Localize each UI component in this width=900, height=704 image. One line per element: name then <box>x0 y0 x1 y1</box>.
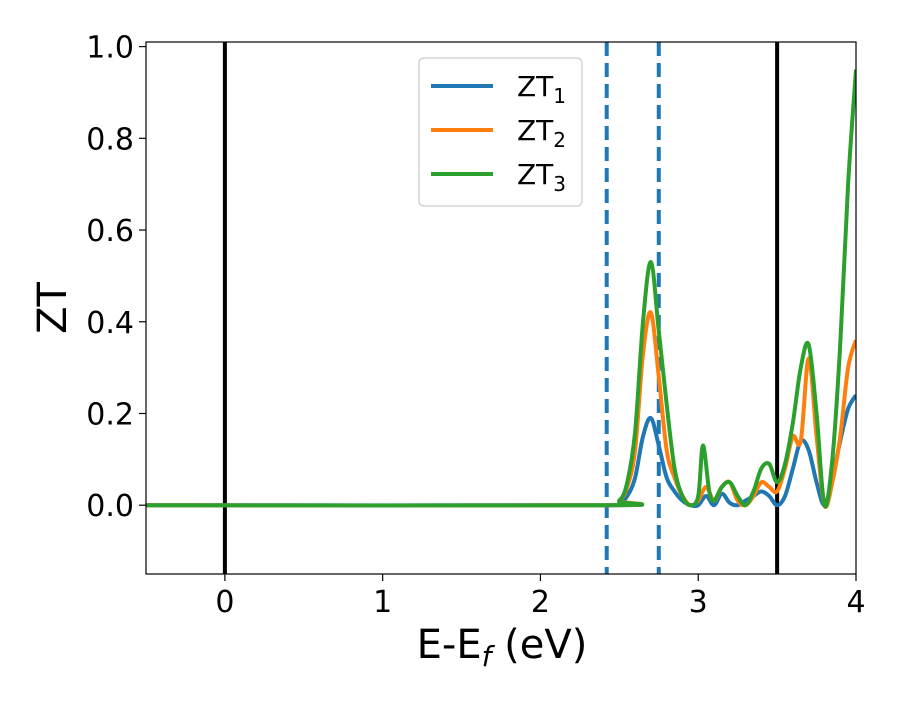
x-tick-label: 4 <box>846 585 865 620</box>
legend: ZT1 ZT2 ZT3 <box>418 57 583 207</box>
series-line-3 <box>146 69 856 509</box>
plot-lines <box>146 42 856 574</box>
series-line-2 <box>146 310 856 509</box>
x-tick-label: 0 <box>215 585 234 620</box>
axis-labels: E-Ef (eV) ZT <box>30 282 587 673</box>
y-tick-label: 1.0 <box>86 31 134 66</box>
legend-label-2: ZT2 <box>517 114 566 152</box>
y-tick-label: 0.8 <box>86 122 134 157</box>
legend-box <box>418 57 583 207</box>
legend-label-1: ZT1 <box>517 70 566 108</box>
x-axis-label: E-Ef (eV) <box>417 622 588 673</box>
x-tick-label: 1 <box>373 585 392 620</box>
y-tick-label: 0.4 <box>86 306 134 341</box>
y-tick-label: 0.2 <box>86 397 134 432</box>
y-tick-label: 0.6 <box>86 214 134 249</box>
y-tick-label: 0.0 <box>86 489 134 524</box>
plot-frame <box>145 41 857 575</box>
axis-ticks: 0 1 2 3 4 0.0 0.2 0.4 0.6 0.8 1.0 <box>86 31 865 620</box>
legend-label-3: ZT3 <box>517 158 566 196</box>
x-tick-label: 3 <box>689 585 708 620</box>
x-tick-label: 2 <box>531 585 550 620</box>
y-axis-label: ZT <box>30 282 76 334</box>
series-line-1 <box>146 394 856 509</box>
